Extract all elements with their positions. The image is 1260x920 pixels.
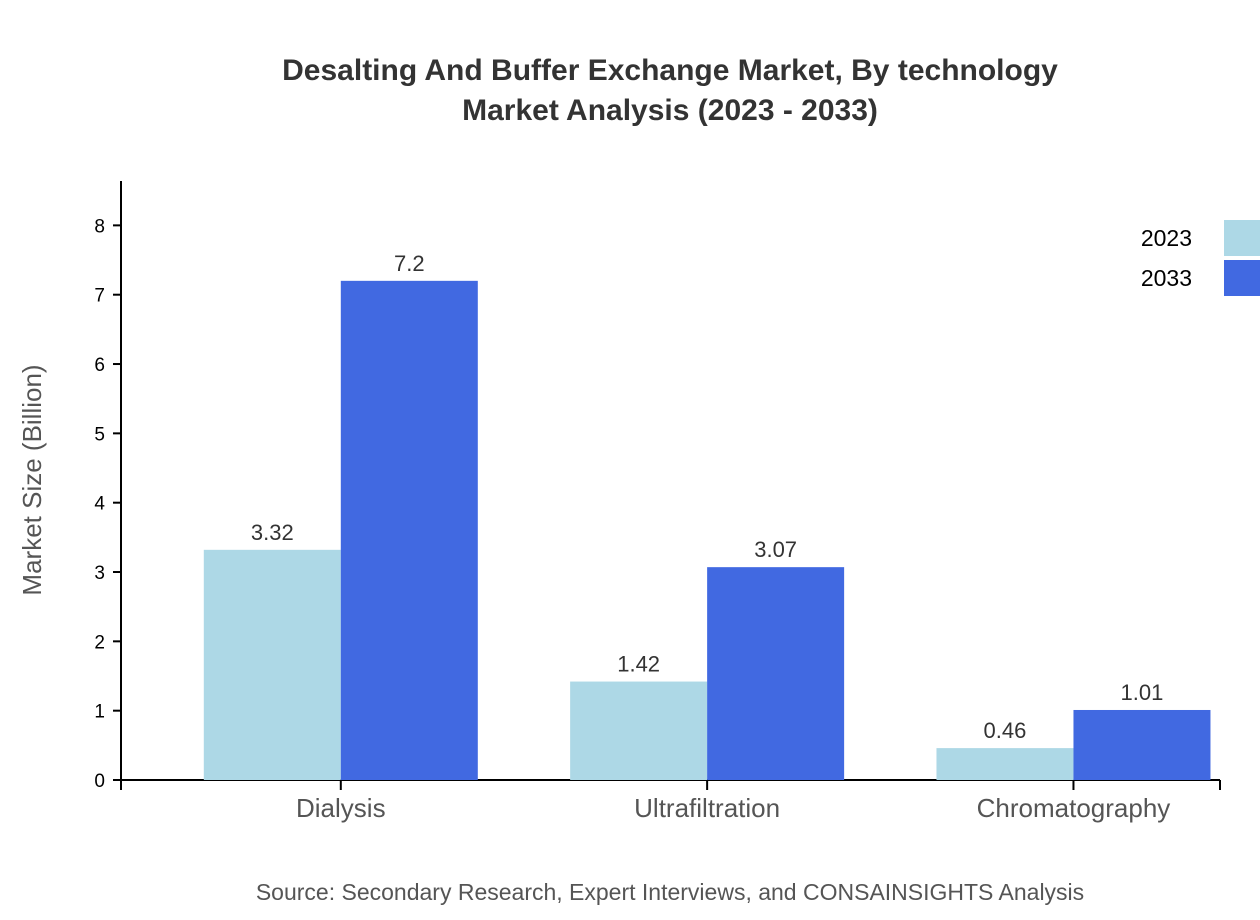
bar-2033	[1073, 709, 1211, 780]
y-tick-label: 8	[94, 216, 105, 237]
y-tick-label: 6	[94, 355, 105, 376]
source-note: Source: Secondary Research, Expert Inter…	[256, 879, 1084, 905]
data-label: 1.42	[617, 652, 660, 677]
data-label: 7.2	[394, 251, 425, 276]
y-tick-label: 7	[94, 286, 105, 307]
data-label: 3.07	[754, 537, 797, 562]
y-tick-label: 5	[94, 424, 105, 445]
x-tick-label: Ultrafiltration	[634, 793, 780, 823]
bar-2023	[936, 748, 1074, 780]
y-tick-label: 2	[94, 632, 105, 653]
bar-2033	[340, 280, 478, 780]
chart-title: Desalting And Buffer Exchange Market, By…	[282, 54, 1058, 87]
bar-2023	[570, 681, 708, 780]
legend-label: 2033	[1141, 265, 1192, 291]
y-axis-label: Market Size (Billion)	[17, 364, 47, 595]
y-tick-label: 0	[94, 771, 105, 792]
x-tick-label: Dialysis	[296, 793, 386, 823]
legend-label: 2023	[1141, 225, 1192, 251]
data-label: 0.46	[984, 718, 1027, 743]
bar-2023	[203, 549, 341, 780]
x-tick-label: Chromatography	[977, 793, 1171, 823]
y-tick-label: 3	[94, 563, 105, 584]
legend-swatch-2023	[1224, 220, 1260, 256]
data-label: 3.32	[251, 520, 294, 545]
y-tick-label: 1	[94, 702, 105, 723]
data-label: 1.01	[1121, 680, 1164, 705]
legend-swatch-2033	[1224, 260, 1260, 296]
y-tick-label: 4	[94, 494, 105, 515]
chart-subtitle: Market Analysis (2023 - 2033)	[462, 94, 878, 127]
bar-2033	[707, 567, 845, 780]
